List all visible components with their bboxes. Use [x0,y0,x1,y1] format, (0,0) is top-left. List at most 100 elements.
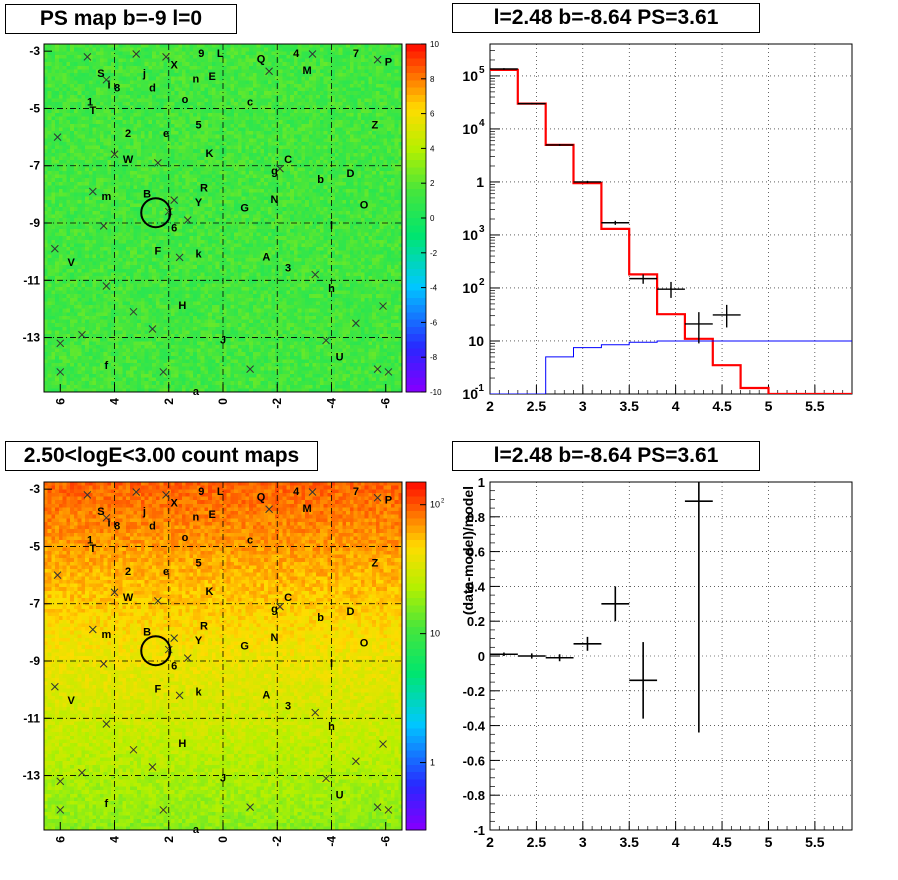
map-pixel [234,170,239,176]
map-pixel [133,62,138,67]
map-pixel [249,80,254,85]
map-pixel [159,69,164,74]
map-pixel [234,83,239,89]
map-pixel [144,203,150,208]
map-pixel [66,102,71,107]
map-pixel [99,62,105,67]
map-pixel [51,134,56,139]
map-pixel [349,76,355,81]
map-pixel [189,207,194,212]
map-pixel [230,170,235,176]
map-pixel [62,87,67,92]
map-pixel [234,207,239,212]
map-pixel [394,199,399,205]
map-pixel [215,76,220,81]
map-pixel [77,192,82,197]
map-pixel [293,178,299,183]
map-pixel [193,73,198,78]
map-pixel [152,163,157,168]
map-pixel [174,218,179,223]
map-pixel [267,131,273,136]
map-pixel [301,141,306,147]
map-pixel [346,91,351,96]
map-pixel [181,102,187,107]
map-pixel [58,62,64,67]
map-pixel [99,116,105,121]
map-pixel [282,44,287,49]
map-pixel [88,149,94,154]
map-pixel [252,174,258,179]
map-pixel [103,87,108,92]
map-pixel [204,76,209,81]
map-pixel [85,65,90,70]
map-pixel [230,105,235,110]
map-pixel [174,44,179,49]
map-pixel [334,178,340,183]
map-pixel [73,73,79,78]
map-pixel [129,87,135,92]
map-pixel [47,98,53,103]
map-pixel [264,181,269,186]
map-pixel [390,91,396,96]
map-pixel [312,127,317,132]
map-pixel [237,112,243,118]
map-pixel [51,62,56,67]
map-pixel [208,76,213,81]
map-pixel [196,167,202,172]
map-pixel [312,185,317,190]
map-pixel [234,163,239,168]
map-pixel [163,174,168,179]
map-pixel [319,123,325,128]
map-pixel [170,167,176,172]
map-pixel [152,73,157,78]
map-pixel [129,62,135,67]
map-pixel [353,196,358,201]
map-pixel [200,141,205,147]
map-pixel [383,174,388,179]
map-pixel [140,192,146,197]
map-pixel [234,221,239,226]
map-pixel [264,102,269,107]
map-pixel [103,58,108,63]
map-pixel [312,149,317,154]
map-pixel [73,51,79,56]
map-pixel [364,105,370,110]
map-pixel [316,80,321,85]
map-pixel [249,167,254,172]
map-pixel [245,62,250,67]
map-pixel [278,203,284,208]
map-pixel [394,131,399,136]
map-pixel [215,69,220,74]
map-pixel [290,116,295,121]
map-pixel [264,83,269,89]
map-pixel [55,196,60,201]
map-pixel [204,116,209,121]
map-pixel [308,156,314,161]
map-pixel [204,174,209,179]
map-pixel [372,167,377,172]
map-pixel [196,134,202,139]
map-pixel [230,62,235,67]
map-pixel [70,145,75,150]
map-pixel [85,203,90,208]
map-pixel [51,69,56,74]
map-pixel [346,214,351,219]
map-pixel [107,54,112,60]
map-pixel [271,44,276,49]
map-pixel [349,65,355,70]
map-pixel [122,123,127,128]
map-pixel [208,62,213,67]
map-pixel [346,152,351,157]
map-pixel [364,51,370,56]
map-pixel [301,76,306,81]
map-pixel [200,58,205,63]
map-pixel [129,91,135,96]
map-pixel [181,131,187,136]
map-pixel [174,138,179,143]
map-pixel [331,174,336,179]
map-pixel [349,105,355,110]
map-pixel [204,51,209,56]
map-pixel [375,167,381,172]
map-pixel [394,207,399,212]
map-pixel [70,138,75,143]
